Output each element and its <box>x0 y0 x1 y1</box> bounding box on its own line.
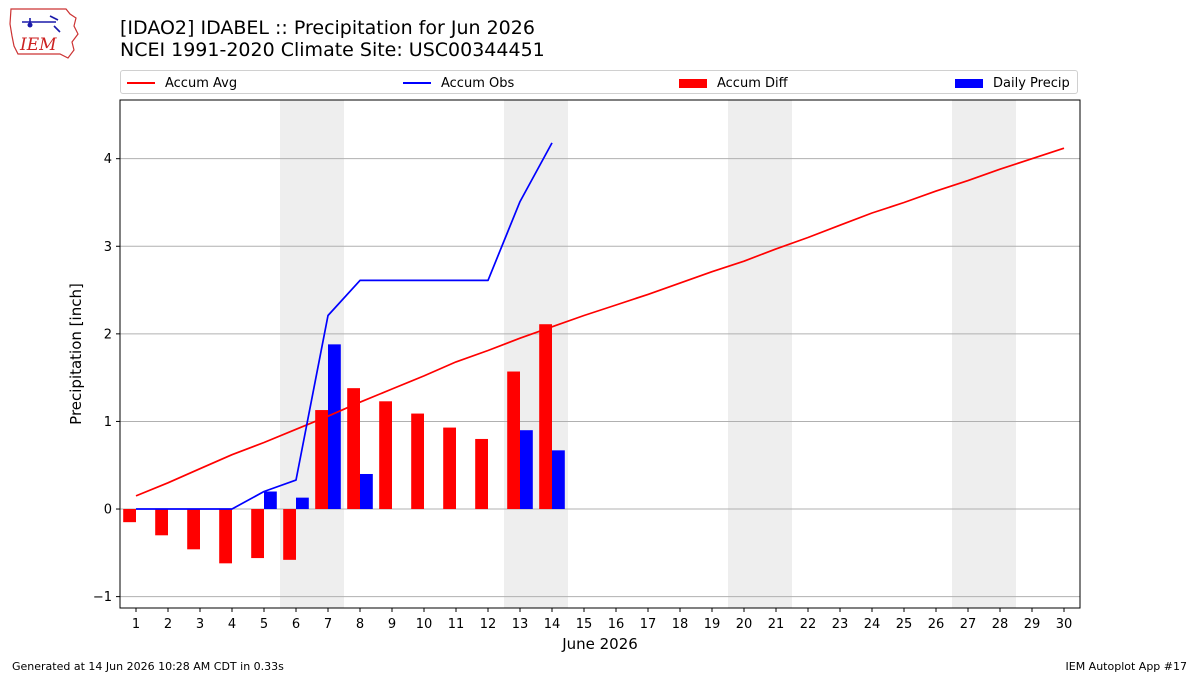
y-tick-label: 1 <box>104 415 112 430</box>
app-credit: IEM Autoplot App #17 <box>1065 660 1188 673</box>
legend-swatch-daily-precip <box>955 78 983 88</box>
daily-precip-bar <box>520 430 533 510</box>
x-tick-label: 27 <box>960 617 977 632</box>
accum-diff-bar <box>219 509 232 564</box>
accum-diff-bar <box>315 410 328 510</box>
x-axis-label: June 2026 <box>561 635 638 653</box>
x-tick-label: 25 <box>896 617 913 632</box>
x-tick-label: 12 <box>480 617 497 632</box>
x-tick-label: 17 <box>640 617 657 632</box>
legend-item-accum-avg: Accum Avg <box>127 74 237 92</box>
accum-diff-bar <box>411 413 424 510</box>
x-tick-label: 15 <box>576 617 593 632</box>
legend-item-daily-precip: Daily Precip <box>955 74 1070 92</box>
x-tick-label: 2 <box>164 617 172 632</box>
accum-avg-line <box>135 147 1065 497</box>
daily-precip-bar <box>360 473 373 510</box>
y-axis-label: Precipitation [inch] <box>67 283 85 425</box>
weekend-shade <box>728 100 792 608</box>
x-tick-label: 23 <box>832 617 849 632</box>
x-tick-label: 4 <box>228 617 236 632</box>
legend-swatch-accum-avg <box>127 82 155 84</box>
x-tick-label: 3 <box>196 617 204 632</box>
accum-diff-bar <box>283 509 296 560</box>
logo-text: IEM <box>19 35 57 55</box>
x-tick-label: 26 <box>928 617 945 632</box>
legend-label-accum-avg: Accum Avg <box>165 75 238 91</box>
x-tick-label: 13 <box>512 617 529 632</box>
x-tick-label: 7 <box>324 617 332 632</box>
accum-diff-bar <box>475 438 488 510</box>
accum-diff-bar <box>379 401 392 510</box>
accum-diff-bar <box>507 371 520 510</box>
chart-subtitle: NCEI 1991-2020 Climate Site: USC00344451 <box>120 39 545 61</box>
x-tick-label: 6 <box>292 617 300 632</box>
daily-precip-bar <box>296 497 309 510</box>
legend-label-accum-obs: Accum Obs <box>441 75 515 91</box>
accum-diff-bar <box>123 509 136 523</box>
x-tick-label: 16 <box>608 617 625 632</box>
y-tick-label: 3 <box>104 240 112 255</box>
accum-diff-bar <box>187 509 200 550</box>
legend-label-accum-diff: Accum Diff <box>717 75 788 91</box>
x-tick-label: 11 <box>448 617 465 632</box>
x-tick-label: 24 <box>864 617 881 632</box>
accum-diff-bar <box>347 388 360 510</box>
y-tick-label: 0 <box>104 503 112 518</box>
plot-frame <box>119 99 1081 609</box>
x-tick-label: 29 <box>1024 617 1041 632</box>
x-tick-label: 21 <box>768 617 785 632</box>
legend-item-accum-obs: Accum Obs <box>403 74 514 92</box>
y-tick-label: 4 <box>104 152 112 167</box>
accum-diff-bar <box>539 324 552 510</box>
weekend-shade <box>504 100 568 608</box>
legend-label-daily-precip: Daily Precip <box>993 75 1070 91</box>
chart-legend: Accum Avg Accum Obs Accum Diff Daily Pre… <box>120 70 1078 94</box>
x-tick-label: 30 <box>1056 617 1073 632</box>
x-tick-label: 28 <box>992 617 1009 632</box>
y-tick-label: −1 <box>93 590 112 605</box>
x-tick-label: 22 <box>800 617 817 632</box>
x-tick-label: 9 <box>388 617 396 632</box>
accum-diff-bar <box>251 509 264 559</box>
x-tick-label: 8 <box>356 617 364 632</box>
station-dot-icon <box>27 22 33 28</box>
x-tick-label: 20 <box>736 617 753 632</box>
x-tick-label: 18 <box>672 617 689 632</box>
weather-symbols-icon <box>22 15 61 33</box>
daily-precip-bar <box>328 344 341 510</box>
daily-precip-bar <box>264 491 277 510</box>
chart-title: [IDAO2] IDABEL :: Precipitation for Jun … <box>120 17 535 39</box>
generated-timestamp: Generated at 14 Jun 2026 10:28 AM CDT in… <box>12 660 284 673</box>
legend-swatch-accum-obs <box>403 82 431 84</box>
x-tick-label: 19 <box>704 617 721 632</box>
accum-obs-line <box>136 142 553 510</box>
legend-swatch-accum-diff <box>679 78 707 88</box>
x-tick-label: 14 <box>544 617 561 632</box>
iowa-outline-icon <box>9 8 79 59</box>
accum-diff-bar <box>155 509 168 536</box>
daily-precip-bar <box>552 450 565 510</box>
weekend-shade <box>952 100 1016 608</box>
accum-diff-bar <box>443 427 456 510</box>
iem-logo: IEM <box>9 8 79 59</box>
x-tick-label: 10 <box>416 617 433 632</box>
y-tick-label: 2 <box>104 327 112 342</box>
x-tick-label: 1 <box>132 617 140 632</box>
legend-item-accum-diff: Accum Diff <box>679 74 788 92</box>
x-tick-label: 5 <box>260 617 268 632</box>
